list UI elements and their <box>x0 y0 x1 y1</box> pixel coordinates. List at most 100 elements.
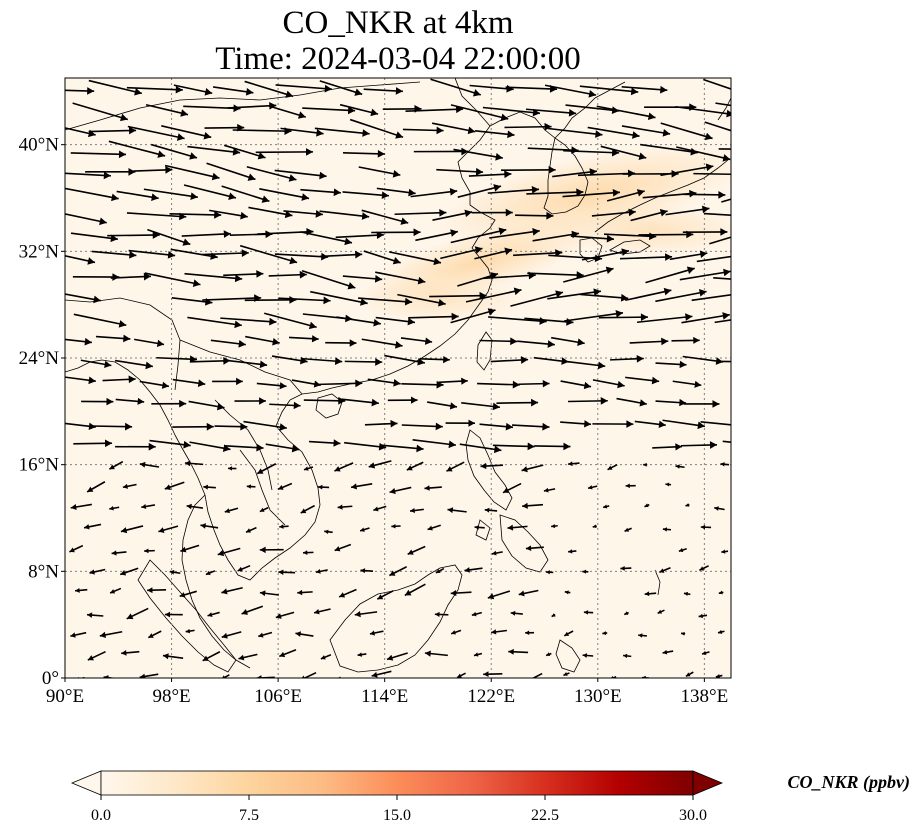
wind-vector <box>487 185 540 194</box>
wind-vector <box>582 653 594 658</box>
wind-vector <box>139 380 170 389</box>
wind-vector <box>564 590 571 595</box>
wind-vector <box>515 211 554 220</box>
wind-vector <box>221 631 242 639</box>
wind-vector <box>149 439 191 449</box>
lon-tick-label: 130°E <box>574 686 622 707</box>
wind-vector <box>583 610 594 615</box>
wind-vector <box>587 126 640 139</box>
wind-vector <box>334 462 354 472</box>
wind-vector <box>741 212 782 220</box>
wind-vector <box>406 461 424 471</box>
wind-vector <box>342 274 383 283</box>
wind-vector <box>185 628 195 634</box>
wind-vector <box>691 293 731 302</box>
wind-vector <box>245 526 257 533</box>
wind-vector <box>480 462 504 470</box>
wind-vector <box>522 502 544 509</box>
wind-vector <box>128 249 176 259</box>
wind-vector <box>325 339 357 347</box>
wind-vector <box>404 583 426 597</box>
wind-vector <box>183 184 237 200</box>
wind-vector <box>357 652 367 657</box>
wind-vector <box>718 590 724 595</box>
wind-vector <box>408 312 459 321</box>
wind-vector <box>371 228 421 237</box>
wind-vector <box>424 485 442 491</box>
wind-vector <box>87 612 104 618</box>
wind-vector <box>221 586 243 595</box>
wind-vector <box>122 483 137 489</box>
colorbar-extend-min <box>70 770 102 796</box>
wind-vector <box>246 484 256 489</box>
wind-vector <box>361 209 409 225</box>
wind-vector <box>202 651 221 662</box>
wind-vector <box>502 482 522 494</box>
wind-vector <box>739 82 786 93</box>
wind-vector <box>545 570 554 575</box>
wind-vector <box>551 336 585 346</box>
wind-vector <box>310 290 368 306</box>
wind-vector <box>139 461 160 468</box>
wind-vector <box>620 565 632 571</box>
wind-vector <box>120 525 144 534</box>
wind-vector <box>623 653 632 659</box>
lat-tick-label: 8°N <box>28 561 59 582</box>
wind-vector <box>644 503 650 508</box>
wind-vector <box>760 315 800 326</box>
wind-vector <box>220 317 277 326</box>
axis-ticks: 90°E 98°E 106°E 114°E 122°E 130°E 138°E 0° 8°N 16… <box>19 135 729 707</box>
wind-vector <box>767 361 795 368</box>
wind-vector <box>685 671 694 678</box>
wind-vector <box>320 654 332 660</box>
wind-vector <box>450 104 509 122</box>
wind-vector <box>376 187 416 197</box>
wind-vector <box>303 466 314 471</box>
wind-vector <box>70 631 87 638</box>
wind-vector <box>244 80 294 98</box>
wind-vector <box>291 379 321 388</box>
wind-vector <box>70 150 127 159</box>
wind-vector <box>139 673 159 678</box>
wind-vector <box>207 611 220 617</box>
wind-vector <box>672 380 702 388</box>
wind-vector <box>145 103 189 117</box>
wind-vector <box>110 272 151 281</box>
wind-vector <box>623 611 629 616</box>
wind-vector <box>338 588 357 598</box>
wind-vector <box>259 187 310 201</box>
colorbar: 0.0 7.5 15.0 22.5 30.0 CO_NKR (ppbv) <box>70 770 911 824</box>
wind-vector <box>343 149 385 158</box>
wind-vector <box>741 378 775 386</box>
wind-vector <box>570 234 615 243</box>
wind-vector <box>369 630 384 636</box>
wind-vector <box>563 266 614 283</box>
wind-vector <box>625 483 636 489</box>
wind-vector <box>621 125 671 137</box>
wind-vector <box>337 504 353 510</box>
wind-vector <box>510 290 564 307</box>
wind-vector <box>409 507 424 514</box>
wind-vector <box>315 568 328 574</box>
wind-vector <box>89 568 106 575</box>
colorbar-label: CO_NKR (ppbv) <box>788 772 911 793</box>
wind-vector <box>224 144 266 160</box>
wind-vector <box>738 121 782 136</box>
wind-vector <box>196 693 219 700</box>
lat-tick-label: 0° <box>42 668 59 689</box>
wind-vector <box>314 127 370 137</box>
wind-vector <box>592 524 597 529</box>
wind-vector <box>429 291 487 300</box>
wind-vector <box>675 464 685 469</box>
wind-vector <box>221 674 230 678</box>
lon-tick-label: 138°E <box>681 686 729 707</box>
wind-vector <box>431 122 476 135</box>
wind-vector <box>243 420 287 431</box>
wind-vector <box>65 255 96 265</box>
wind-vector <box>244 296 297 304</box>
wind-vector <box>65 293 101 304</box>
wind-vector <box>363 250 401 265</box>
wind-vector <box>226 359 268 369</box>
wind-vector <box>187 145 241 156</box>
wind-vector <box>344 441 387 451</box>
